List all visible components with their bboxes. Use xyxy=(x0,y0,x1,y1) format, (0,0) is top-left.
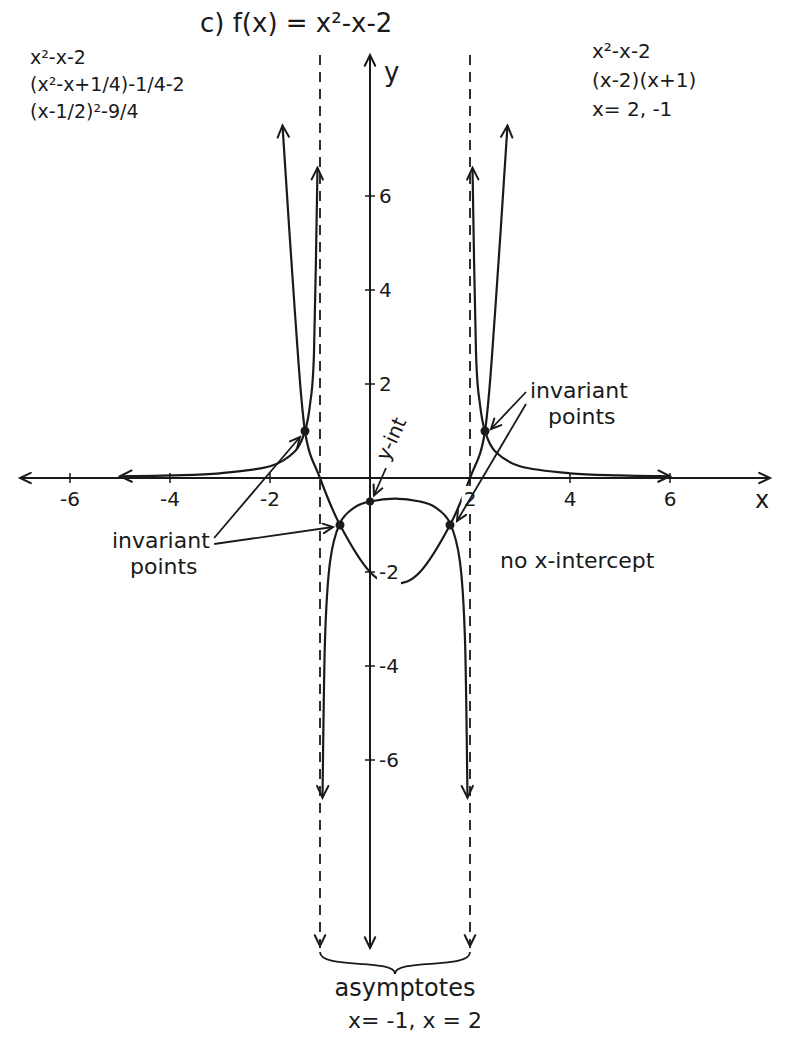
asymptote-arrow xyxy=(315,935,325,946)
curve-arrow xyxy=(312,168,323,180)
label-line: invariant xyxy=(112,528,210,553)
working-left: x²-x-2 xyxy=(30,46,86,68)
asymptote-equations: x= -1, x = 2 xyxy=(348,1008,482,1033)
label-patch xyxy=(158,486,182,512)
figure: -6-4-2246-6-4-2246yxc) f(x) = x²-x-2x²-x… xyxy=(0,0,786,1041)
x-tick-label: -6 xyxy=(60,487,80,511)
label-line: invariant xyxy=(530,378,628,403)
label-line: points xyxy=(130,554,198,579)
asymptote xyxy=(319,55,321,948)
working-right: x= 2, -1 xyxy=(592,97,672,121)
curve xyxy=(120,168,670,798)
y-tick-label: -6 xyxy=(379,748,399,772)
curve-arrow xyxy=(658,470,670,481)
curve-arrow xyxy=(317,786,328,798)
x-tick-label: 6 xyxy=(664,487,677,511)
y-axis-label: y xyxy=(384,57,399,87)
x-tick xyxy=(269,473,271,483)
x-axis-label: x xyxy=(755,486,769,514)
y-tick xyxy=(365,289,375,291)
curve-arrow xyxy=(467,168,478,180)
working-right: (x-2)(x+1) xyxy=(592,68,696,92)
invariant-arrow xyxy=(491,392,526,429)
invariant-arrow-head xyxy=(491,419,501,429)
y-tick-label: -4 xyxy=(379,654,399,678)
invariant-arrow-head xyxy=(457,510,466,521)
invariant-arrow xyxy=(214,437,300,538)
label-patch xyxy=(662,486,679,512)
working-left: (x²-x+1/4)-1/4-2 xyxy=(30,73,185,95)
y-tick xyxy=(365,665,375,667)
plot-area xyxy=(120,55,670,948)
label-patch xyxy=(377,183,394,209)
working-right: x²-x-2 xyxy=(592,39,651,63)
invariant-arrow xyxy=(457,404,526,521)
x-axis xyxy=(20,477,770,479)
label-patch xyxy=(562,486,579,512)
invariant-label: invariantpoints xyxy=(112,528,210,579)
invariant-arrow xyxy=(214,527,333,544)
y-tick-label: -2 xyxy=(379,560,399,584)
y-tick xyxy=(365,195,375,197)
y-tick-label: 6 xyxy=(379,184,392,208)
annotation: no x-intercept xyxy=(500,548,655,573)
curve-arrow xyxy=(462,786,473,798)
y-axis-arrow xyxy=(365,937,375,948)
label-patch xyxy=(377,747,401,773)
curve-arrow xyxy=(120,470,132,481)
label-line: points xyxy=(548,404,616,429)
y-tick xyxy=(365,759,375,761)
y-tick xyxy=(365,383,375,385)
x-tick-label: -4 xyxy=(160,487,180,511)
label-patch xyxy=(377,371,394,397)
asymptote-brace xyxy=(320,952,470,974)
invariant-point xyxy=(481,427,490,436)
invariant-point xyxy=(301,427,310,436)
y-axis-arrow xyxy=(365,55,375,66)
x-axis-arrow xyxy=(20,473,31,483)
asymptote-arrow xyxy=(465,935,475,946)
x-tick xyxy=(569,473,571,483)
y-int-label: y-int xyxy=(371,413,412,464)
y-tick-label: 4 xyxy=(379,278,392,302)
label-patch xyxy=(58,486,82,512)
asymptote-label: asymptotes xyxy=(335,974,476,1002)
x-tick-label: 4 xyxy=(564,487,577,511)
curve-arrow xyxy=(278,126,289,138)
label-patch xyxy=(377,277,394,303)
x-axis-arrow xyxy=(759,473,770,483)
y-intercept-point xyxy=(366,498,374,506)
invariant-arrow-head xyxy=(290,437,300,448)
invariant-arrow-head xyxy=(323,524,333,533)
y-tick-label: 2 xyxy=(379,372,392,396)
curve-arrow xyxy=(501,126,512,138)
working-left: (x-1/2)²-9/4 xyxy=(30,100,139,122)
label-patch xyxy=(377,559,401,585)
label-patch xyxy=(377,653,401,679)
x-tick xyxy=(69,473,71,483)
x-tick xyxy=(669,473,671,483)
x-tick-label: -2 xyxy=(260,487,280,511)
invariant-point xyxy=(446,521,455,530)
invariant-point xyxy=(336,521,345,530)
y-int-arrow xyxy=(374,468,386,496)
y-int-arrow-head xyxy=(374,485,383,496)
label-patch xyxy=(258,486,282,512)
invariant-label: invariantpoints xyxy=(530,378,628,429)
title: c) f(x) = x²-x-2 xyxy=(200,8,392,38)
